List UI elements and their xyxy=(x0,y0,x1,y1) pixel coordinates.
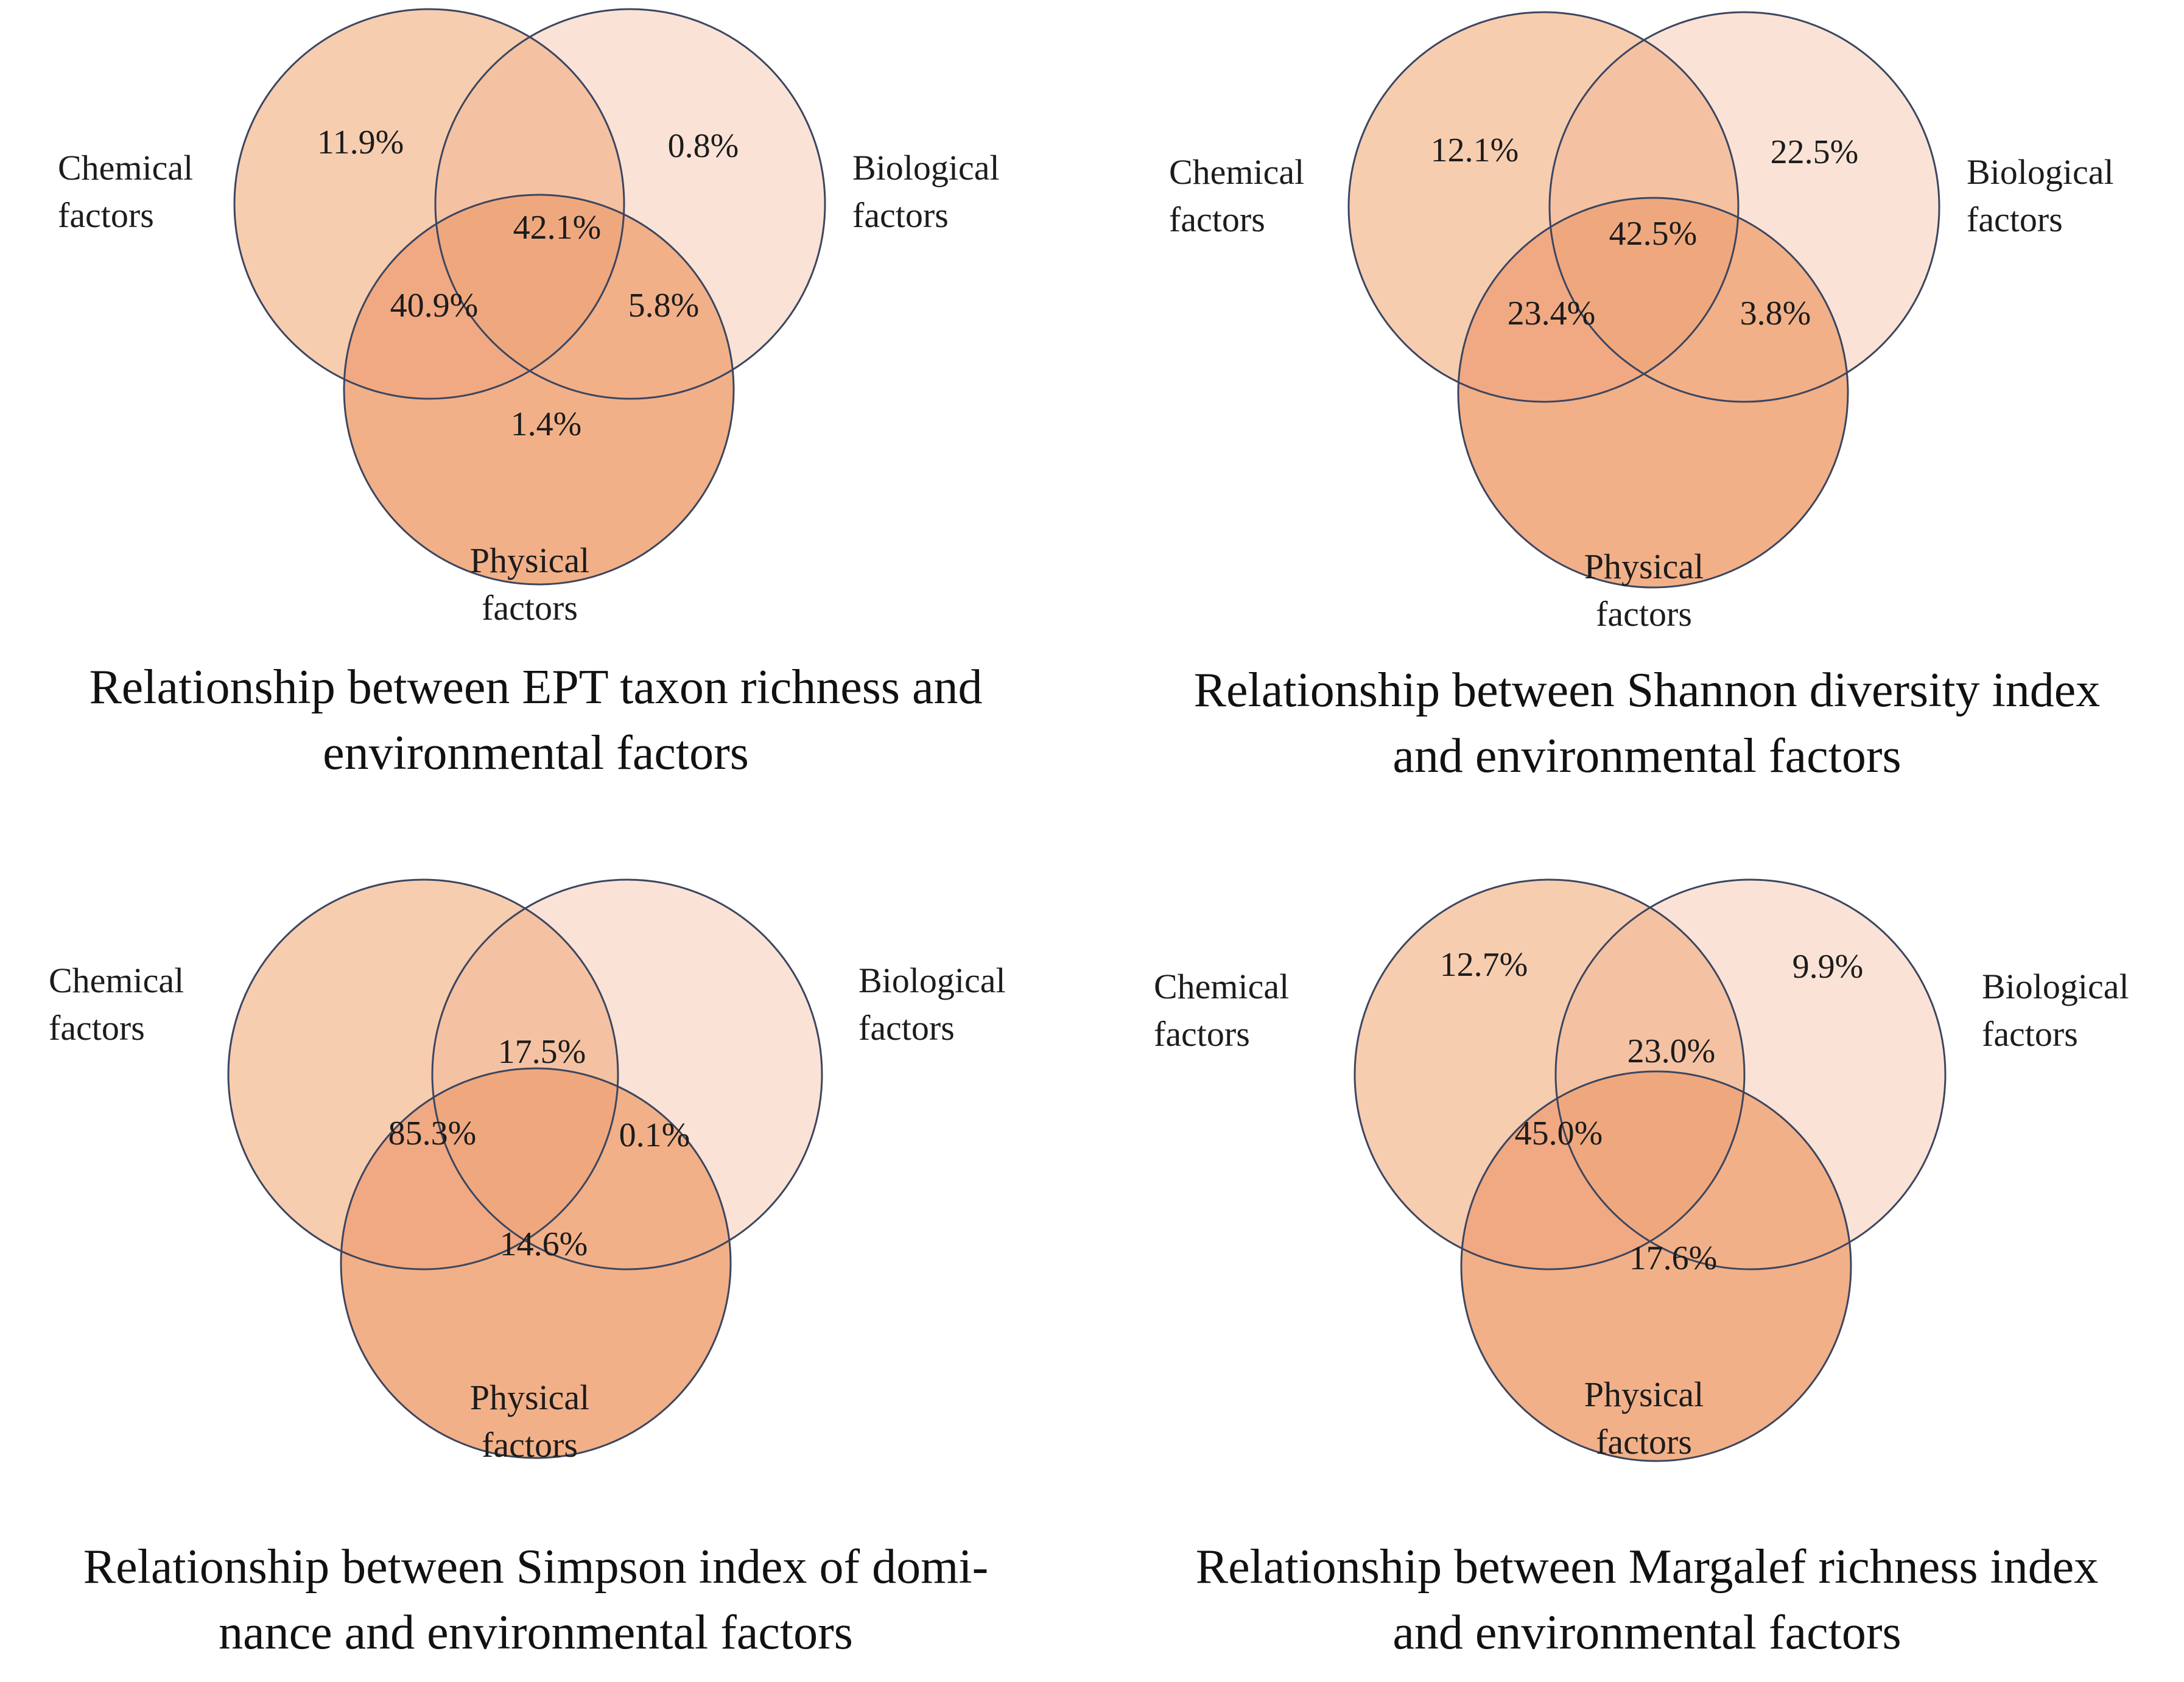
panel-caption: Relationship between Margalef richness i… xyxy=(1196,1540,2099,1594)
venn-panel-4: 12.7% 9.9% 23.0% 45.0% 17.6% Chemical factors B… xyxy=(1154,878,2129,1659)
panel-caption: Relationship between EPT taxon richness … xyxy=(89,661,982,714)
region-label-physical-only: 1.4% xyxy=(511,405,582,443)
set-label-chemical: Chemical xyxy=(1154,967,1289,1006)
set-label-biological: factors xyxy=(1967,200,2063,239)
set-label-chemical: factors xyxy=(1154,1014,1250,1054)
set-label-chemical: factors xyxy=(58,195,154,235)
region-label-chem-phys: 40.9% xyxy=(390,287,479,324)
region-label-chemical-only: 12.1% xyxy=(1431,131,1519,169)
outline-physical xyxy=(1460,1070,1852,1462)
set-label-physical: factors xyxy=(482,588,578,628)
region-label-biological-only: 0.8% xyxy=(668,127,739,165)
venn-panel-1: 11.9% 0.8% 42.1% 40.9% 5.8% 1.4% Chemical facto… xyxy=(58,8,1000,780)
outline-biological xyxy=(1554,878,1947,1270)
outline-physical xyxy=(343,194,735,586)
set-label-physical: factors xyxy=(1596,1422,1692,1462)
region-label-all-three: 17.5% xyxy=(498,1033,586,1071)
region-label-bio-phys: 0.1% xyxy=(619,1116,690,1154)
region-label-chem-phys: 85.3% xyxy=(388,1115,477,1152)
panel-caption: and environmental factors xyxy=(1392,1606,1901,1659)
outline-chemical xyxy=(227,878,619,1270)
set-label-physical: Physical xyxy=(1584,1375,1704,1414)
set-label-physical: factors xyxy=(1596,594,1692,634)
outline-biological xyxy=(431,878,823,1270)
region-label-chemical-only: 11.9% xyxy=(317,124,404,161)
set-label-physical: Physical xyxy=(470,1378,590,1417)
set-label-biological: Biological xyxy=(859,961,1006,1000)
region-label-chem-phys: 45.0% xyxy=(1515,1115,1603,1152)
set-label-chemical: Chemical xyxy=(49,961,184,1000)
panel-caption: nance and environmental factors xyxy=(219,1606,853,1659)
outline-physical xyxy=(1457,197,1849,589)
region-label-all-three: 23.0% xyxy=(1627,1032,1716,1070)
panel-caption: Relationship between Simpson index of do… xyxy=(83,1540,988,1594)
outline-chemical xyxy=(1347,11,1740,403)
set-label-biological: Biological xyxy=(1967,152,2114,192)
region-label-bio-phys: 5.8% xyxy=(628,287,700,324)
set-label-chemical: Chemical xyxy=(58,148,193,187)
region-label-all-three: 42.1% xyxy=(513,209,602,247)
region-label-biological-only: 22.5% xyxy=(1771,133,1859,171)
set-label-biological: factors xyxy=(859,1008,955,1048)
region-label-physical-only: 17.6% xyxy=(1629,1239,1718,1277)
venn-panel-2: 12.1% 22.5% 42.5% 23.4% 3.8% Chemical factors B… xyxy=(1169,11,2114,783)
panel-caption: Relationship between Shannon diversity i… xyxy=(1194,664,2101,717)
set-label-physical: Physical xyxy=(1584,547,1704,586)
region-label-biological-only: 9.9% xyxy=(1792,948,1864,986)
region-label-bio-phys: 3.8% xyxy=(1740,295,1811,332)
region-label-chemical-only: 12.7% xyxy=(1440,946,1528,984)
set-label-biological: Biological xyxy=(1982,967,2129,1006)
region-label-physical-only: 14.6% xyxy=(500,1225,588,1263)
set-label-biological: Biological xyxy=(852,148,1000,187)
outline-chemical xyxy=(233,8,625,400)
region-label-chem-phys: 23.4% xyxy=(1508,295,1596,332)
set-label-biological: factors xyxy=(1982,1014,2078,1054)
set-label-chemical: factors xyxy=(49,1008,145,1048)
set-label-biological: factors xyxy=(852,195,949,235)
outline-chemical xyxy=(1354,878,1746,1270)
outline-biological xyxy=(434,8,826,400)
panel-caption: and environmental factors xyxy=(1392,729,1901,783)
set-label-physical: Physical xyxy=(470,541,590,580)
set-label-physical: factors xyxy=(482,1425,578,1465)
panel-caption: environmental factors xyxy=(323,726,749,780)
set-label-chemical: Chemical xyxy=(1169,152,1304,192)
region-label-all-three: 42.5% xyxy=(1609,215,1698,253)
outline-biological xyxy=(1548,11,1940,403)
outline-physical xyxy=(340,1067,732,1459)
venn-panel-3: 17.5% 85.3% 0.1% 14.6% Chemical factors Biolog… xyxy=(49,878,1006,1659)
set-label-chemical: factors xyxy=(1169,200,1265,239)
